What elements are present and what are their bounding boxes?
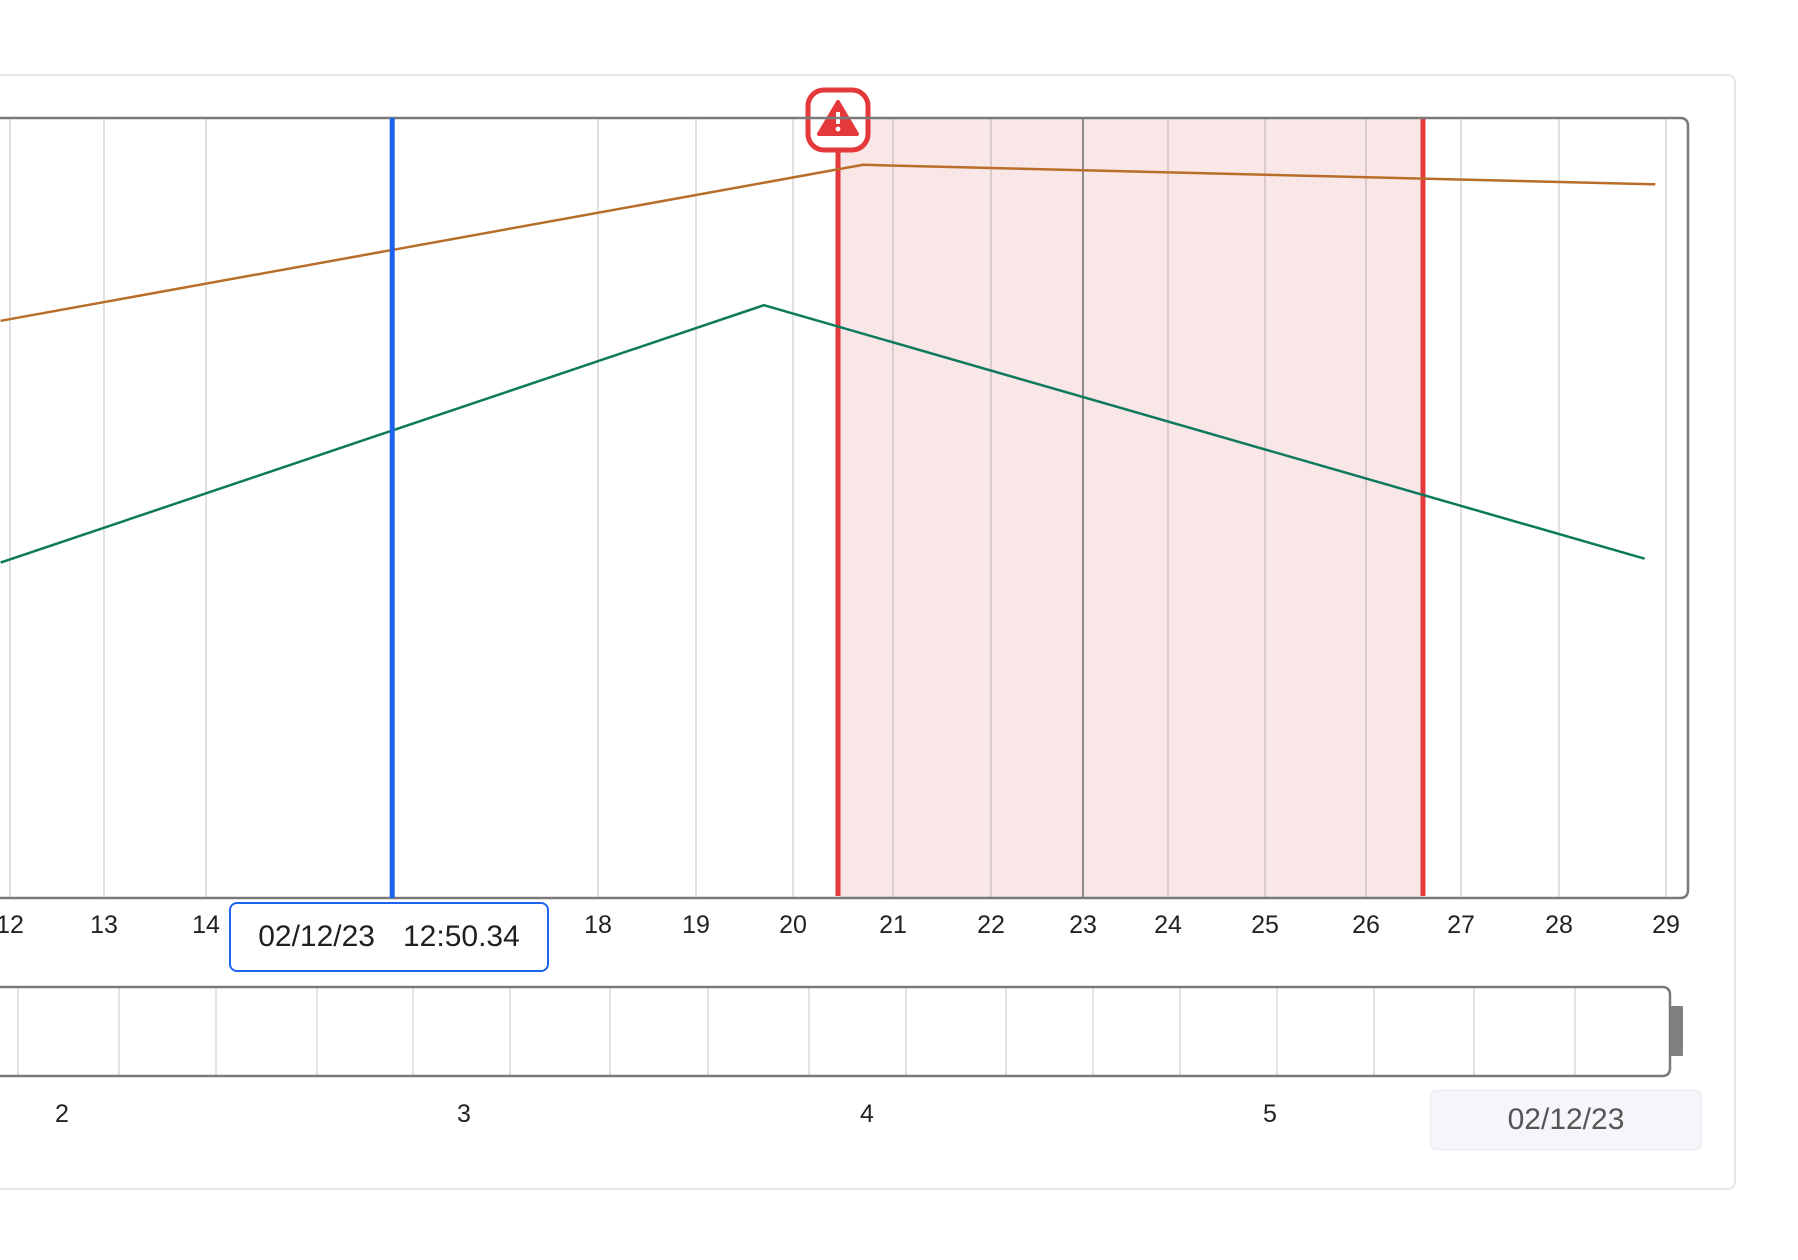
alert-region-fill (838, 118, 1423, 898)
x-tick-label: 23 (1069, 911, 1097, 939)
x-tick-label: 18 (584, 911, 612, 939)
x-tick-label: 25 (1251, 911, 1279, 939)
x-tick-label: 27 (1447, 911, 1475, 939)
plot-border (0, 116, 1690, 900)
navigator-ticks: 2 3 4 5 (55, 1100, 1277, 1128)
series-lines (0, 163, 1656, 564)
plot-frame (0, 116, 1690, 900)
x-tick-label: 19 (682, 911, 710, 939)
x-tick-label: 22 (977, 911, 1005, 939)
series-line-2 (0, 303, 1645, 564)
x-tick-label: 13 (90, 911, 118, 939)
navigator-date: 02/12/23 (1507, 1103, 1625, 1136)
x-tick-label: 28 (1545, 911, 1573, 939)
range-navigator[interactable] (0, 985, 1683, 1078)
alert-region[interactable] (805, 87, 1426, 898)
x-tick-label: 26 (1352, 911, 1380, 939)
navigator-date-field[interactable]: 02/12/23 (1430, 1090, 1702, 1150)
navigator-tick-label: 2 (55, 1100, 69, 1128)
navigator-tick-label: 3 (457, 1100, 471, 1128)
x-tick-label: 12 (0, 911, 24, 939)
cursor-timestamp: 02/12/23 12:50.34 (229, 902, 549, 972)
cursor-time: 12:50.34 (403, 920, 520, 953)
x-tick-label: 24 (1154, 911, 1182, 939)
navigator-tick-label: 4 (860, 1100, 874, 1128)
x-tick-label: 29 (1652, 911, 1680, 939)
navigator-handle (1671, 1006, 1683, 1056)
cursor-date: 02/12/23 (258, 920, 375, 953)
navigator-border (0, 985, 1672, 1078)
x-tick-label: 20 (779, 911, 807, 939)
x-axis-ticks: 12 13 14 18 19 20 21 22 23 24 25 26 27 28 29 (0, 911, 1680, 939)
navigator-tick-label: 5 (1263, 1100, 1277, 1128)
x-tick-label: 14 (192, 911, 220, 939)
warning-icon-dot (835, 126, 841, 132)
x-tick-label: 21 (879, 911, 907, 939)
series-line-1 (0, 163, 1656, 323)
